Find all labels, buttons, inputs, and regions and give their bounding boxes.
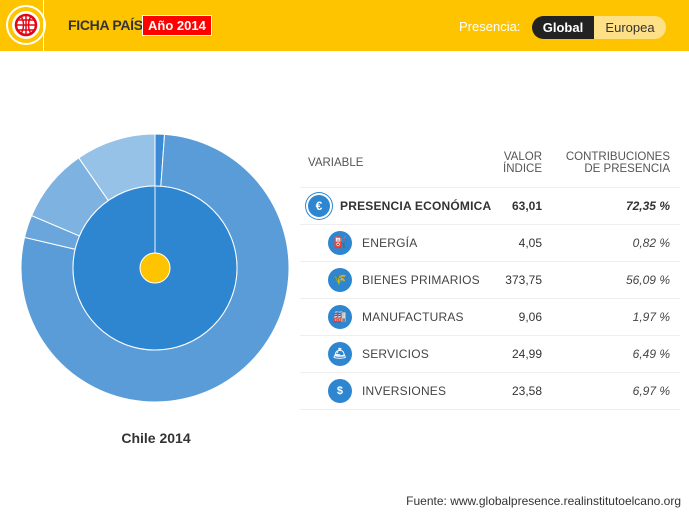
year-badge[interactable]: Año 2014 <box>142 15 212 36</box>
top-bar: FICHA PAÍS Año 2014 Presencia: Global Eu… <box>0 0 689 51</box>
contrib-value: 0,82 % <box>550 224 680 262</box>
chart-title: Chile 2014 <box>121 430 191 446</box>
service-desk-icon: 🛎 <box>328 341 352 366</box>
table-row[interactable]: 🏭 MANUFACTURAS 9,06 1,97 % <box>300 298 680 336</box>
header-variable: VARIABLE <box>300 140 501 188</box>
presence-toggle: Global Europea <box>532 16 666 39</box>
wheat-icon: 🌾 <box>328 267 352 292</box>
contrib-value: 1,97 % <box>550 298 680 336</box>
presence-label: Presencia: <box>459 19 521 34</box>
variable-label: SERVICIOS <box>362 346 429 361</box>
sunburst-chart <box>20 133 290 403</box>
variables-table: VARIABLE VALOR ÍNDICE CONTRIBUCIONES DE … <box>300 140 680 410</box>
factory-icon: 🏭 <box>328 304 352 329</box>
page-title: FICHA PAÍS <box>68 17 143 33</box>
table-row[interactable]: 🛎 SERVICIOS 24,99 6,49 % <box>300 335 680 373</box>
investment-icon: $ <box>328 378 352 403</box>
header-valor: VALOR ÍNDICE <box>500 140 550 188</box>
divider <box>43 0 44 51</box>
table-row-main[interactable]: € PRESENCIA ECONÓMICA 63,01 72,35 % <box>300 187 680 225</box>
index-value: 63,01 <box>500 187 550 225</box>
index-value: 4,05 <box>500 224 550 262</box>
euro-icon: € <box>308 194 330 217</box>
index-value: 23,58 <box>500 372 550 410</box>
header-contrib: CONTRIBUCIONES DE PRESENCIA <box>550 140 680 188</box>
variable-label: ENERGÍA <box>362 235 418 250</box>
toggle-europea[interactable]: Europea <box>594 16 666 39</box>
globe-logo-icon[interactable] <box>6 5 46 45</box>
table-row[interactable]: $ INVERSIONES 23,58 6,97 % <box>300 372 680 410</box>
index-value: 24,99 <box>500 335 550 373</box>
variable-label: INVERSIONES <box>362 383 447 398</box>
table-row[interactable]: ⛽ ENERGÍA 4,05 0,82 % <box>300 224 680 262</box>
variable-label: MANUFACTURAS <box>362 309 464 324</box>
contrib-value: 72,35 % <box>550 187 680 225</box>
center-dot[interactable] <box>139 252 171 284</box>
table-row[interactable]: 🌾 BIENES PRIMARIOS 373,75 56,09 % <box>300 261 680 299</box>
toggle-global[interactable]: Global <box>532 16 594 39</box>
contrib-value: 6,97 % <box>550 372 680 410</box>
source-text: Fuente: www.globalpresence.realinstituto… <box>406 494 681 508</box>
contrib-value: 6,49 % <box>550 335 680 373</box>
variable-label: PRESENCIA ECONÓMICA <box>340 198 492 213</box>
index-value: 373,75 <box>500 261 550 299</box>
oil-rig-icon: ⛽ <box>328 230 352 255</box>
contrib-value: 56,09 % <box>550 261 680 299</box>
variable-label: BIENES PRIMARIOS <box>362 272 480 287</box>
index-value: 9,06 <box>500 298 550 336</box>
